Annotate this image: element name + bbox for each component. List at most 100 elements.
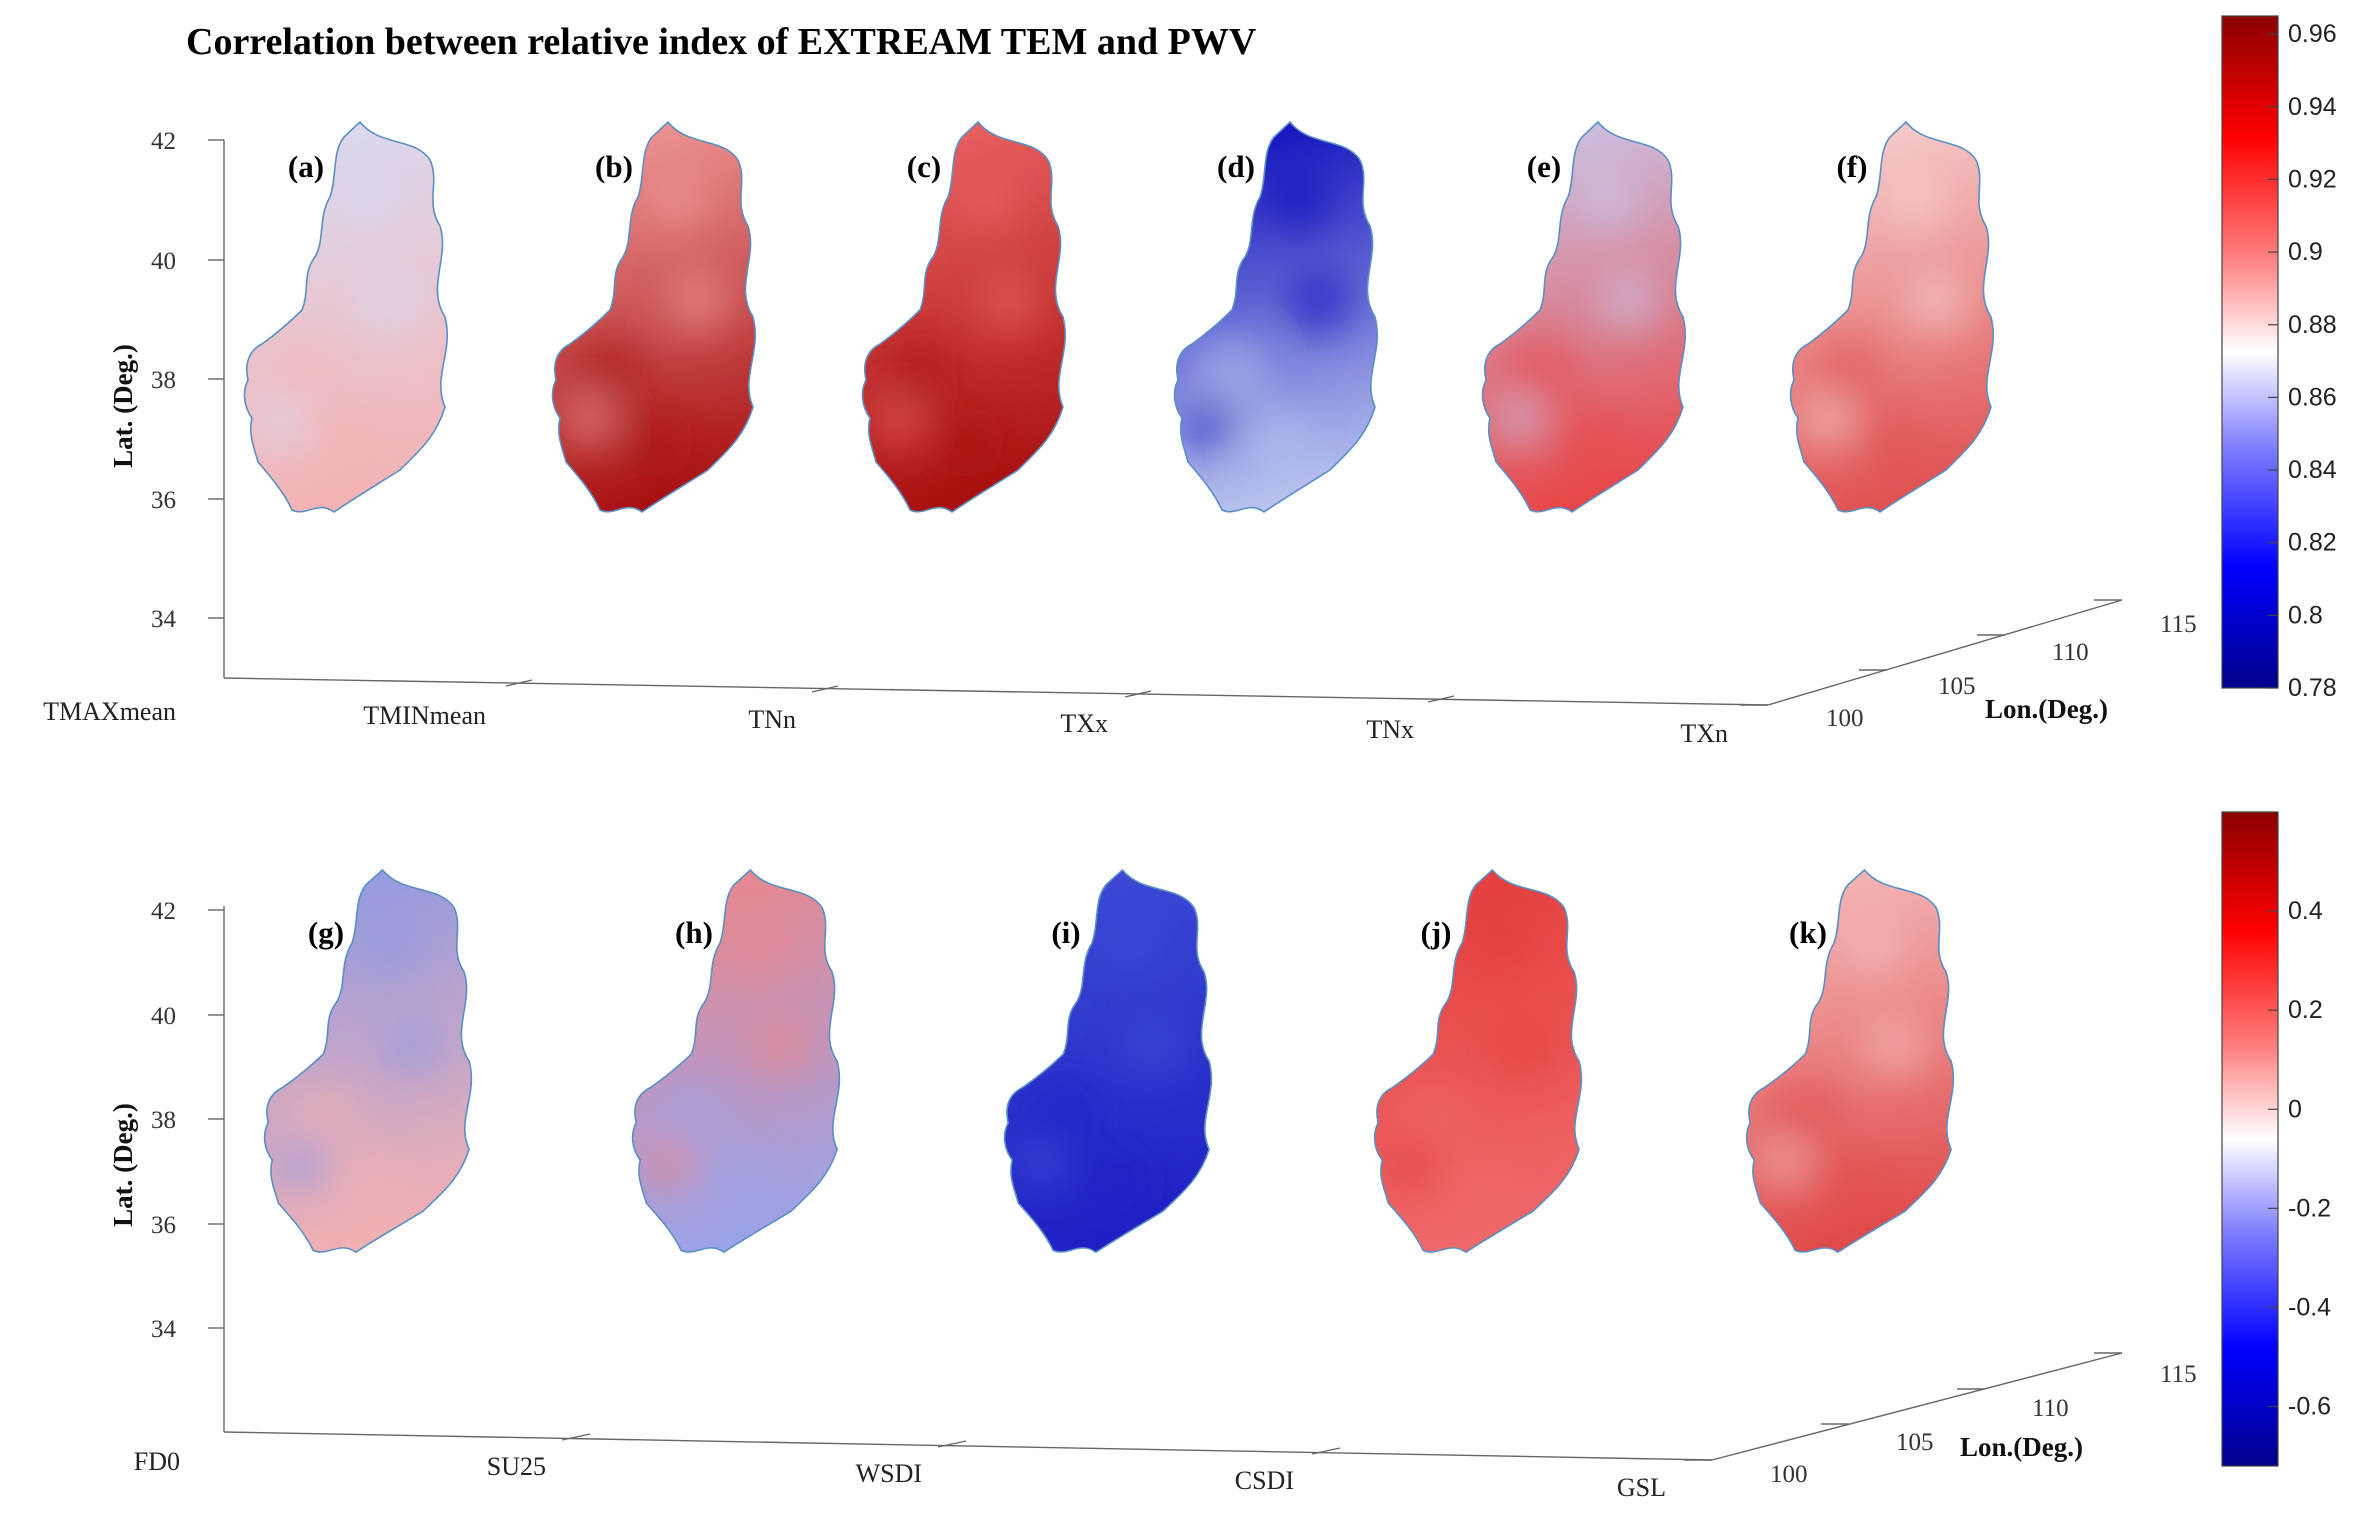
map-texture-blob [568, 332, 648, 412]
map-texture-blob [1886, 172, 1946, 232]
lat-tick: 36 [151, 1212, 176, 1239]
colorbar-tick-label: 0.88 [2288, 311, 2337, 339]
map-texture-blob [1552, 406, 1624, 478]
panel-label: (i) [1051, 915, 1080, 950]
colorbar-tick-label: 0.84 [2288, 456, 2337, 484]
index-tick: TXx [1060, 709, 1108, 738]
panel-label: (c) [907, 149, 941, 184]
panel-label: (h) [675, 915, 713, 950]
map-texture-blob [1860, 1013, 1930, 1080]
map-texture-blob [958, 172, 1018, 232]
lon-tick: 100 [1826, 705, 1864, 732]
lon-tick: 105 [1938, 673, 1976, 700]
map-texture-blob [1182, 394, 1238, 450]
map-texture-blob [1754, 1136, 1812, 1192]
bottom-axes: 42 40 38 36 34 Lat. (Deg.) FD0 SU25 WSDI… [108, 898, 2197, 1502]
panel-label: (a) [288, 149, 324, 184]
colorbar-tick-label: 0.9 [2288, 238, 2323, 266]
index-tick: SU25 [487, 1452, 546, 1481]
map-texture-blob [1490, 394, 1546, 450]
colorbar-bottom: 0.4 0.2 0 -0.2 -0.4 -0.6 [2221, 811, 2331, 1467]
panel-label: (g) [308, 915, 344, 950]
map-texture-blob [1594, 268, 1662, 336]
colorbar-top: 0.96 0.94 0.92 0.9 0.88 0.86 0.84 0.82 0.8 0.78 [2221, 15, 2337, 702]
figure-title: Correlation between relative index of EX… [186, 21, 1257, 63]
index-tick: TMAXmean [43, 697, 176, 726]
lat-tick: 40 [151, 248, 176, 275]
map-texture-blob [648, 172, 708, 232]
index-tick: TXn [1680, 719, 1728, 748]
index-axis-line [223, 677, 1769, 706]
lon-tick: 110 [2032, 1395, 2069, 1422]
map-texture-blob [1844, 919, 1906, 978]
map-texture-blob [1382, 1136, 1440, 1192]
map-texture-blob [1762, 1075, 1844, 1155]
index-tick: TMINmean [363, 701, 486, 730]
map-texture-blob [1806, 332, 1886, 412]
map-texture-blob [1902, 268, 1970, 336]
map-texture-blob [335, 1148, 409, 1219]
panel-label: (b) [595, 149, 633, 184]
map-texture-blob [622, 406, 694, 478]
map-panel-c [861, 121, 1067, 513]
map-texture-blob [870, 394, 926, 450]
index-axis-line [223, 1431, 1713, 1461]
lon-tick: 105 [1896, 1429, 1934, 1456]
panel-label: (d) [1217, 149, 1255, 184]
index-tick: TNx [1366, 715, 1414, 744]
map-texture-blob [280, 1075, 362, 1155]
map-panel-d [1173, 121, 1379, 513]
map-texture-blob [340, 172, 400, 232]
map-texture-blob [1472, 919, 1534, 978]
index-tick: GSL [1617, 1473, 1666, 1502]
lat-axis-label: Lat. (Deg.) [108, 1103, 138, 1227]
map-texture-blob [314, 406, 386, 478]
map-texture-blob [1390, 1075, 1472, 1155]
colorbar-tick-label: 0.94 [2288, 93, 2337, 121]
colorbar-tick-label: 0.86 [2288, 383, 2337, 411]
colorbar-tick-label: 0.82 [2288, 529, 2337, 557]
colorbar-tick-label: -0.6 [2288, 1393, 2331, 1421]
map-panel-f [1789, 121, 1995, 513]
lon-tick: 100 [1770, 1461, 1808, 1488]
map-texture-blob [1498, 332, 1578, 412]
map-texture-blob [1445, 1148, 1519, 1219]
map-texture-blob [1020, 1075, 1102, 1155]
map-texture-blob [932, 406, 1004, 478]
map-texture-blob [362, 919, 424, 978]
colorbar-tick-label: -0.4 [2288, 1293, 2331, 1321]
lon-tick: 115 [2160, 611, 2197, 638]
map-texture-blob [260, 332, 340, 412]
map-texture-blob [703, 1148, 777, 1219]
map-panel-a [243, 121, 449, 513]
map-panels: (a) (b) (c) (d) (e) (f) (g) (h) (i) (j) (k) [243, 121, 1995, 1254]
lat-tick: 34 [151, 1316, 177, 1343]
colorbar-tick-label: 0.78 [2288, 674, 2337, 702]
map-panel-i [1003, 869, 1213, 1254]
index-tick: TNn [748, 705, 796, 734]
lat-tick: 38 [151, 1107, 176, 1134]
colorbar-tick-label: 0.92 [2288, 165, 2337, 193]
map-texture-blob [878, 332, 958, 412]
map-panel-e [1481, 121, 1687, 513]
map-texture-blob [664, 268, 732, 336]
map-texture-blob [1118, 1013, 1188, 1080]
colorbar-tick-label: 0 [2288, 1095, 2302, 1123]
lat-tick: 34 [151, 606, 177, 633]
top-axes: 42 40 38 36 34 Lat. (Deg.) TMAXmean TMIN… [43, 128, 2196, 748]
map-texture-blob [1817, 1148, 1891, 1219]
map-texture-blob [252, 394, 308, 450]
map-panel-b [551, 121, 757, 513]
map-texture-blob [648, 1075, 730, 1155]
colorbar-bottom-bar [2221, 811, 2279, 1467]
map-texture-blob [1578, 172, 1638, 232]
colorbar-tick-label: 0.4 [2288, 897, 2323, 925]
map-texture-blob [1860, 406, 1932, 478]
map-texture-blob [1012, 1136, 1070, 1192]
index-tick: CSDI [1235, 1466, 1294, 1495]
map-texture-blob [640, 1136, 698, 1192]
colorbar-tick-label: 0.2 [2288, 996, 2323, 1024]
map-texture-blob [1190, 332, 1270, 412]
map-panel-g [263, 869, 473, 1254]
map-panel-j [1373, 869, 1583, 1254]
